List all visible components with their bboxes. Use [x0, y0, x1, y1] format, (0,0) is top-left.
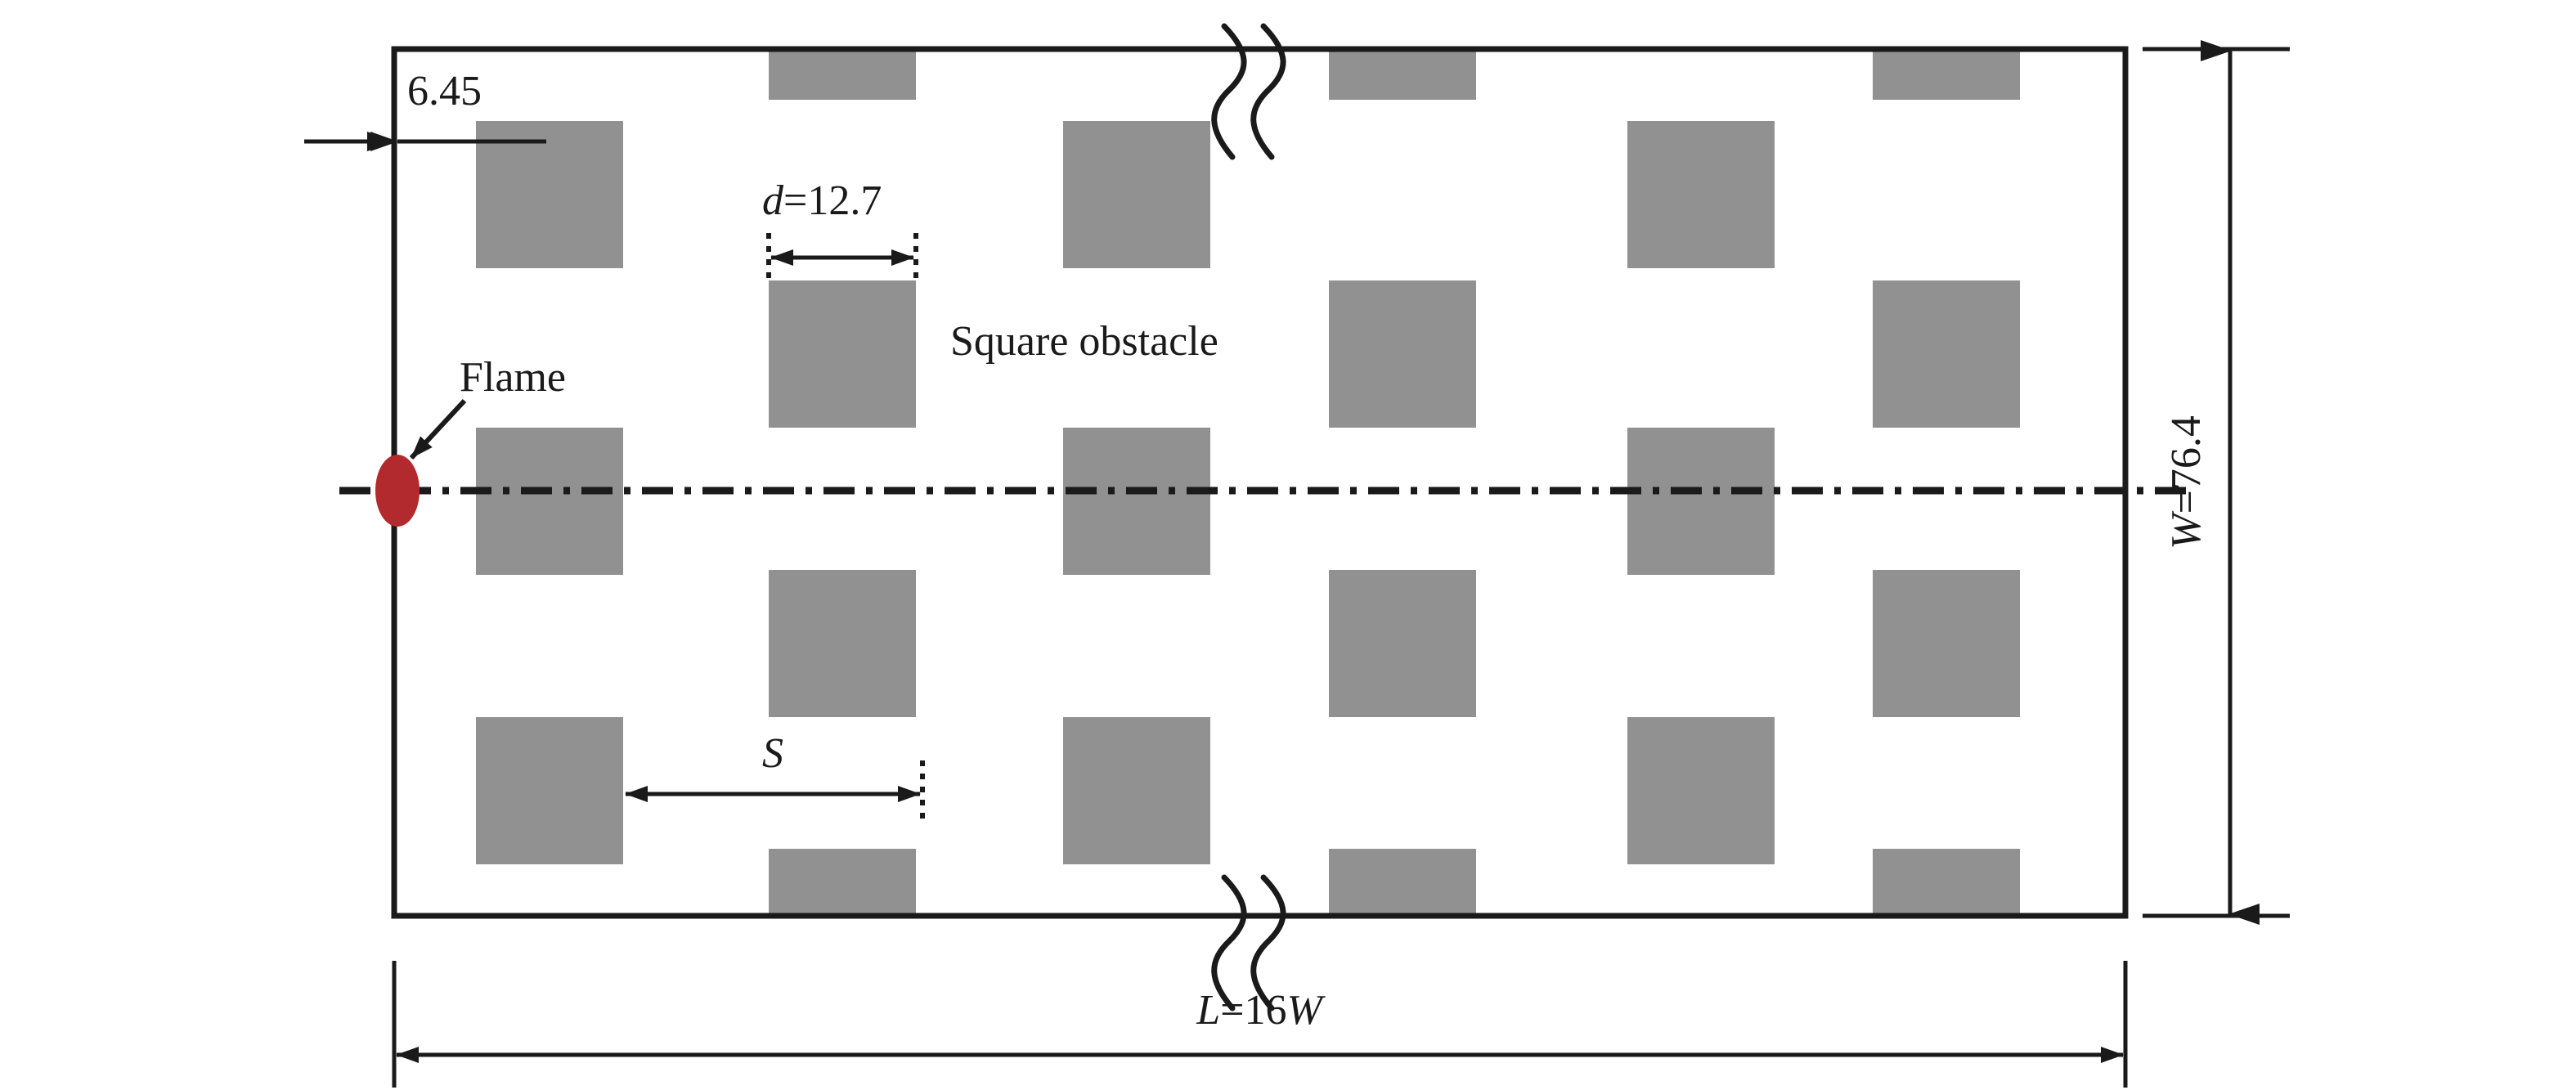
obstacle-array: [476, 49, 2020, 916]
flame-marker: [375, 455, 420, 527]
width-symbol: W: [2163, 510, 2210, 549]
length-label: L=16W: [1196, 987, 1326, 1034]
break-symbol-top: [1211, 23, 1286, 160]
break-symbol-bottom: [1211, 874, 1286, 1012]
square-obstacle: [1873, 849, 2020, 916]
length-value: =16: [1220, 987, 1286, 1034]
length-dimension-L: L=16W: [392, 961, 2128, 1088]
square-obstacle: [476, 717, 623, 864]
flame-ellipse: [375, 455, 420, 527]
obstacle-size-symbol: d: [762, 177, 784, 224]
offset-dimension-6-45: 6.45: [304, 68, 546, 151]
width-dimension-W: W=76.4: [2143, 40, 2290, 925]
square-obstacle: [769, 849, 916, 916]
square-obstacle: [1873, 280, 2020, 428]
square-obstacle: [1329, 280, 1476, 428]
spacing-label: S: [762, 730, 783, 777]
square-obstacle: [1329, 49, 1476, 100]
offset-label: 6.45: [407, 68, 482, 114]
width-label: W=76.4: [2163, 415, 2210, 549]
square-obstacle: [1063, 428, 1210, 575]
flame-leader-line: [409, 398, 467, 460]
square-obstacle: [1627, 717, 1775, 864]
length-width-symbol: W: [1286, 987, 1326, 1034]
square-obstacle: [476, 428, 623, 575]
width-value: =76.4: [2163, 415, 2210, 514]
square-obstacle: [769, 570, 916, 717]
square-obstacle: [1873, 49, 2020, 100]
square-obstacle: [1329, 570, 1476, 717]
square-obstacle: [476, 121, 623, 268]
channel-outline: [391, 46, 2129, 919]
square-obstacle: [769, 280, 916, 428]
flame-annotation: Flame: [409, 354, 566, 460]
square-obstacle: [1627, 428, 1775, 575]
square-obstacle: [769, 49, 916, 100]
length-symbol: L: [1196, 987, 1220, 1034]
spacing-dimension-S: S: [625, 730, 925, 826]
obstacle-size-value: =12.7: [783, 177, 882, 224]
obstacle-size-dimension: d=12.7: [762, 177, 918, 282]
flame-label: Flame: [460, 354, 566, 401]
square-obstacle: [1063, 717, 1210, 864]
obstacle-size-label: d=12.7: [762, 177, 882, 224]
square-obstacle: [1873, 570, 2020, 717]
square-obstacle: [1063, 121, 1210, 268]
square-obstacle-caption: Square obstacle: [950, 318, 1218, 365]
square-obstacle: [1329, 849, 1476, 916]
square-obstacle: [1627, 121, 1775, 268]
